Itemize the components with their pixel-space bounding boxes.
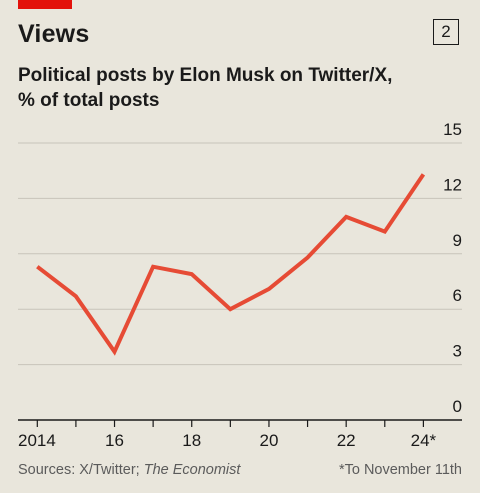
x-tick-label-2016: 16 bbox=[105, 431, 124, 450]
chart-title-block: Political posts by Elon Musk on Twitter/… bbox=[18, 63, 392, 113]
footnote: *To November 11th bbox=[338, 462, 462, 478]
source-note: Sources: X/Twitter; The Economist bbox=[18, 462, 240, 478]
brand-red-tag bbox=[18, 0, 72, 9]
y-tick-label-6: 6 bbox=[453, 286, 462, 305]
x-tick-label-2014: 2014 bbox=[18, 431, 56, 450]
x-tick-label-2022: 22 bbox=[337, 431, 356, 450]
y-tick-label-9: 9 bbox=[453, 231, 462, 250]
source-prefix: Sources: X/Twitter; bbox=[18, 462, 144, 478]
chart-subtitle: % of total posts bbox=[18, 90, 160, 111]
section-title: Views bbox=[18, 20, 90, 48]
chart-title: Political posts by Elon Musk on Twitter/… bbox=[18, 65, 393, 86]
x-tick-label-2024: 24* bbox=[411, 431, 437, 450]
chart-number-badge: 2 bbox=[433, 19, 459, 45]
x-tick-label-2018: 18 bbox=[182, 431, 201, 450]
y-tick-label-3: 3 bbox=[453, 342, 462, 361]
y-tick-label-12: 12 bbox=[443, 175, 462, 194]
series-line-0 bbox=[36, 173, 426, 356]
x-tick-label-2020: 20 bbox=[259, 431, 278, 450]
y-tick-label-15: 15 bbox=[443, 120, 462, 139]
source-publication: The Economist bbox=[143, 462, 241, 478]
y-tick-label-0: 0 bbox=[453, 397, 462, 416]
